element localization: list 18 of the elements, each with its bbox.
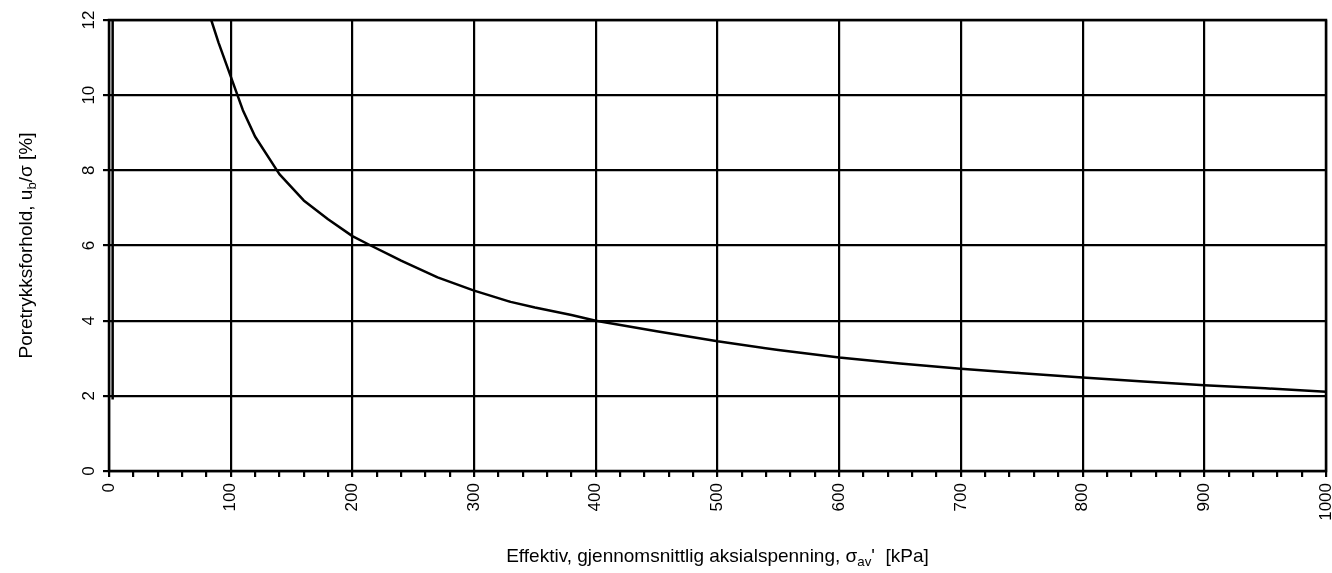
x-tick-label: 300 <box>463 483 483 512</box>
y-tick-label: 10 <box>78 85 98 105</box>
x-tick-label: 700 <box>950 483 970 512</box>
y-tick-label: 8 <box>78 165 98 176</box>
x-tick-label: 1000 <box>1315 483 1332 521</box>
x-tick-label: 900 <box>1193 483 1213 512</box>
x-tick-label: 600 <box>828 483 848 512</box>
x-tick-label: 200 <box>342 483 362 512</box>
y-tick-label: 12 <box>78 10 98 30</box>
x-tick-label: 500 <box>707 483 727 512</box>
x-tick-label: 0 <box>98 483 118 493</box>
x-tick-label: 800 <box>1072 483 1092 512</box>
y-tick-label: 6 <box>78 240 98 251</box>
y-tick-label: 4 <box>78 315 98 326</box>
x-tick-label: 400 <box>585 483 605 512</box>
y-tick-label: 0 <box>78 466 98 476</box>
y-tick-label: 2 <box>78 391 98 401</box>
x-tick-label: 100 <box>220 483 240 512</box>
